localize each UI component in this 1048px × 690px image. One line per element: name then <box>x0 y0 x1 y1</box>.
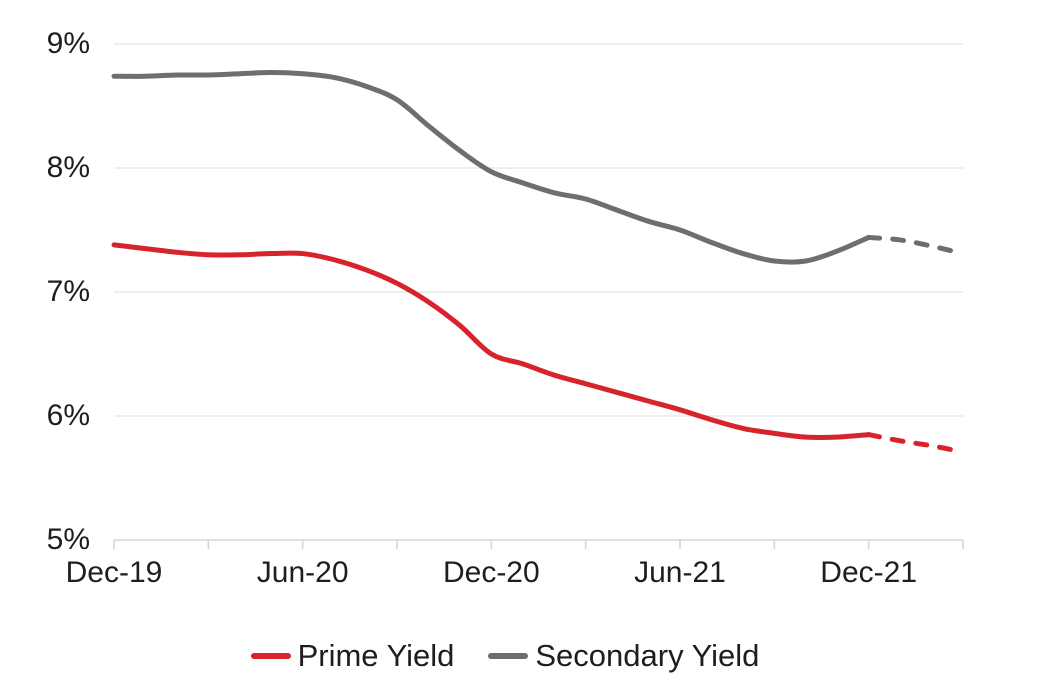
x-axis-tick-label: Jun-20 <box>256 556 349 589</box>
x-axis-tick-label: Dec-20 <box>442 556 540 589</box>
series-line-prime-forecast <box>866 432 966 455</box>
prime-yield-swatch-icon <box>250 653 291 659</box>
series-line-secondary-forecast <box>866 234 966 257</box>
y-axis-tick-label: 8% <box>46 151 90 184</box>
legend-label-prime-yield: Prime Yield <box>297 638 455 673</box>
y-axis-tick-label: 9% <box>46 27 90 60</box>
x-axis-tick-label: Dec-21 <box>820 556 918 589</box>
legend-item-prime-yield: Prime Yield <box>250 638 455 674</box>
series-line-secondary <box>111 70 872 265</box>
x-axis-tick-label: Dec-19 <box>65 556 163 589</box>
secondary-yield-swatch-icon <box>488 653 529 659</box>
series-line-prime <box>111 242 872 440</box>
y-axis-tick-label: 6% <box>46 399 90 432</box>
x-axis-tick-label: Jun-21 <box>634 556 726 589</box>
y-axis-tick-label: 5% <box>46 523 90 556</box>
y-axis-tick-label: 7% <box>46 275 90 308</box>
legend-item-secondary-yield: Secondary Yield <box>488 638 759 674</box>
legend-label-secondary-yield: Secondary Yield <box>535 638 760 673</box>
legend: Prime Yield Secondary Yield <box>0 638 1010 674</box>
